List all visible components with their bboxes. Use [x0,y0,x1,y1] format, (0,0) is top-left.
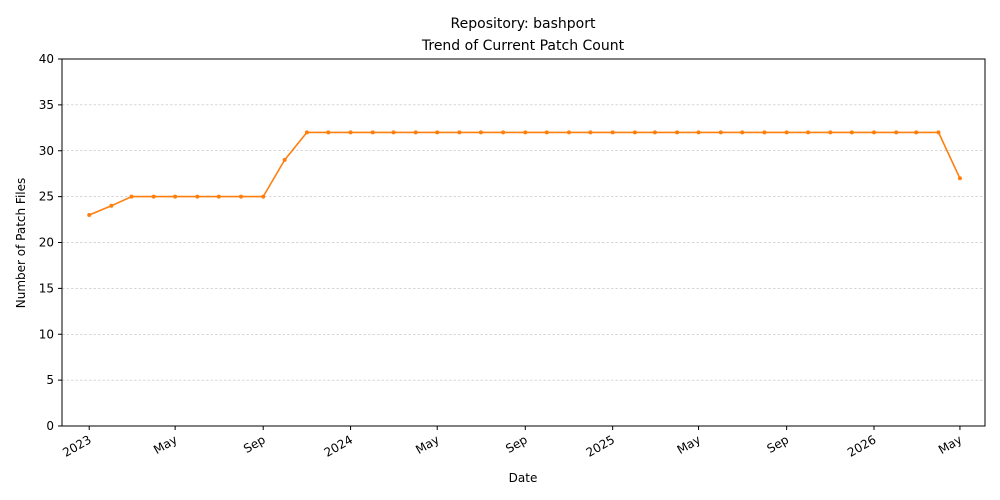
x-tick-label: May [151,432,179,457]
data-point [936,130,941,135]
data-point [762,130,767,135]
x-tick-label: Sep [503,432,530,455]
y-tick-label: 0 [46,419,54,433]
data-point [588,130,593,135]
y-tick-label: 20 [39,236,54,250]
y-tick-label: 35 [39,98,54,112]
x-tick-label: May [675,432,703,457]
data-point [566,130,571,135]
data-point [675,130,680,135]
y-tick-label: 5 [46,373,54,387]
data-point [173,194,178,199]
data-point [544,130,549,135]
data-point [696,130,701,135]
data-point [894,130,899,135]
data-point [478,130,483,135]
data-point [195,194,200,199]
data-point [348,130,353,135]
data-point [652,130,657,135]
x-axis: 2023 May Sep 2024 May Sep 2025 May Sep 2026 May [60,426,964,460]
data-point [109,203,114,208]
data-point [740,130,745,135]
x-tick-label: 2026 [845,432,878,459]
x-axis-label: Date [509,471,538,485]
x-tick-label: Sep [765,432,792,455]
x-tick-label: 2024 [322,432,355,459]
data-point [87,212,92,217]
data-point [501,130,506,135]
y-tick-label: 30 [39,144,54,158]
x-tick-label: Sep [241,432,268,455]
data-point [239,194,244,199]
data-point [610,130,615,135]
x-tick-label: 2023 [60,432,93,459]
grid-lines [62,58,985,381]
series-group [87,130,962,217]
data-point [151,194,156,199]
y-axis: 0 5 10 15 20 25 30 35 40 [39,52,62,433]
data-point [849,130,854,135]
y-tick-label: 15 [39,281,54,295]
data-point [718,130,723,135]
data-point [957,176,962,181]
data-point [784,130,789,135]
data-point [413,130,418,135]
data-point [129,194,134,199]
data-point [872,130,877,135]
data-point [261,194,266,199]
data-point [806,130,811,135]
data-point [632,130,637,135]
y-tick-label: 40 [39,52,54,66]
chart-title: Repository: bashport [451,16,596,32]
series-line [88,131,961,216]
y-axis-label: Number of Patch Files [14,178,28,309]
data-point [304,130,309,135]
data-point [370,130,375,135]
data-point [435,130,440,135]
data-point [216,194,221,199]
data-point [457,130,462,135]
data-point [523,130,528,135]
chart-subtitle: Trend of Current Patch Count [421,38,625,54]
data-point [828,130,833,135]
data-point [282,157,287,162]
y-tick-label: 10 [39,327,54,341]
y-tick-label: 25 [39,190,54,204]
data-point [914,130,919,135]
data-point [326,130,331,135]
x-tick-label: 2025 [584,432,617,459]
x-tick-label: May [413,432,441,457]
data-point [391,130,396,135]
x-tick-label: May [936,432,964,457]
